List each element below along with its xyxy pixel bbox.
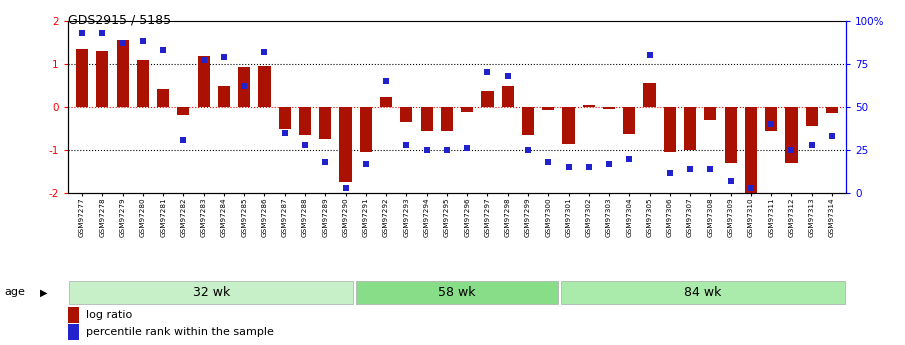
Bar	[69, 281, 354, 304]
Bar	[339, 107, 352, 183]
Bar	[421, 107, 433, 131]
Point	[237, 83, 252, 89]
Point	[500, 73, 515, 79]
Point	[643, 52, 657, 58]
Point	[136, 39, 150, 44]
Text: 32 wk: 32 wk	[193, 286, 230, 299]
Bar	[461, 107, 473, 112]
Point	[723, 178, 738, 184]
Point	[196, 58, 211, 63]
Point	[318, 159, 332, 165]
Bar	[238, 67, 251, 107]
Bar	[765, 107, 777, 131]
Point	[683, 166, 698, 172]
Point	[440, 147, 454, 153]
Bar	[400, 107, 413, 122]
Point	[662, 170, 677, 175]
Point	[561, 165, 576, 170]
Point	[622, 156, 636, 161]
Point	[75, 30, 90, 36]
Point	[278, 130, 292, 136]
Point	[602, 161, 616, 167]
Point	[257, 49, 272, 55]
Bar	[704, 107, 717, 120]
Point	[764, 121, 778, 127]
Point	[824, 134, 839, 139]
Bar	[745, 107, 757, 195]
Point	[582, 165, 596, 170]
Bar	[805, 107, 818, 126]
Bar	[279, 107, 291, 129]
Bar	[603, 107, 615, 109]
Bar	[259, 66, 271, 107]
Bar	[643, 83, 655, 107]
Bar	[157, 89, 169, 107]
Point	[481, 70, 495, 75]
Point	[216, 54, 231, 60]
Bar	[137, 60, 149, 107]
Bar	[441, 107, 453, 131]
Text: percentile rank within the sample: percentile rank within the sample	[86, 327, 274, 337]
Text: 58 wk: 58 wk	[438, 286, 476, 299]
Point	[419, 147, 433, 153]
Text: log ratio: log ratio	[86, 310, 132, 320]
Bar	[96, 51, 109, 107]
Point	[460, 146, 474, 151]
Bar	[562, 107, 575, 144]
Point	[358, 161, 373, 167]
Bar	[522, 107, 534, 135]
Bar	[359, 107, 372, 152]
Point	[298, 142, 312, 148]
Bar	[786, 107, 797, 163]
Bar	[542, 107, 554, 110]
Bar	[684, 107, 696, 150]
Point	[115, 40, 129, 46]
Bar	[117, 40, 129, 107]
Point	[338, 185, 353, 191]
Point	[399, 142, 414, 148]
Bar	[76, 49, 88, 107]
Text: ▶: ▶	[40, 287, 47, 297]
Text: GDS2915 / 5185: GDS2915 / 5185	[68, 14, 171, 27]
Bar	[583, 105, 595, 107]
Point	[95, 30, 110, 36]
Bar	[663, 107, 676, 152]
Bar	[197, 56, 210, 107]
Point	[703, 166, 718, 172]
Text: 84 wk: 84 wk	[684, 286, 721, 299]
Bar	[177, 107, 189, 115]
Point	[156, 47, 170, 53]
Bar	[624, 107, 635, 134]
Bar	[380, 98, 392, 107]
Bar	[356, 281, 558, 304]
Bar	[481, 91, 493, 107]
Point	[176, 137, 191, 142]
Bar	[826, 107, 838, 114]
Point	[805, 142, 819, 148]
Point	[520, 147, 535, 153]
Bar	[218, 86, 230, 107]
Bar	[319, 107, 331, 139]
Point	[744, 185, 758, 191]
Point	[379, 78, 394, 84]
Bar	[560, 281, 845, 304]
Point	[541, 159, 556, 165]
Bar	[501, 86, 514, 107]
Point	[785, 147, 799, 153]
Bar	[725, 107, 737, 163]
Text: age: age	[5, 287, 25, 297]
Bar	[299, 107, 311, 135]
